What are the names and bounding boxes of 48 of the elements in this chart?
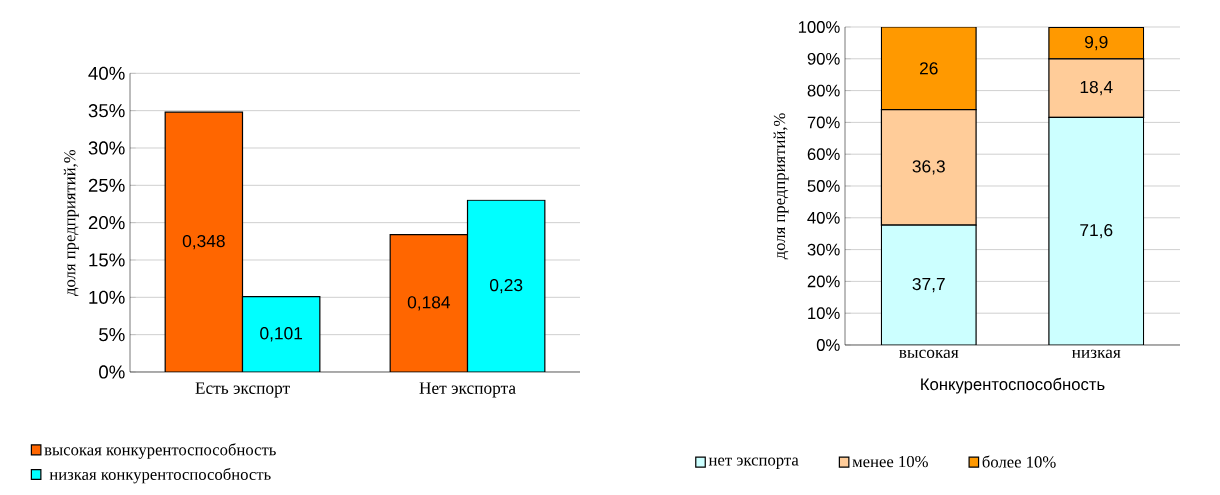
y-tick-label: 90% — [807, 52, 840, 65]
data-label: 36,3 — [912, 160, 945, 175]
legend-label: высокая конкурентоспособность — [44, 443, 276, 459]
x-tick-label: низкая — [1071, 349, 1121, 359]
y-tick-label: 0% — [99, 365, 125, 379]
y-tick-label: 60% — [807, 148, 840, 161]
y-tick-label: 10% — [808, 307, 840, 320]
y-tick-label: 40% — [807, 211, 840, 224]
y-tick-label: 70% — [807, 116, 840, 129]
x-tick-label: Есть экспорт — [195, 382, 290, 398]
y-tick-label: 30% — [88, 141, 125, 155]
y-tick-label: 30% — [807, 243, 840, 256]
y-tick-label: 20% — [88, 216, 125, 230]
y-tick-label: 10% — [89, 290, 125, 304]
bar — [164, 111, 244, 372]
bar — [241, 295, 321, 372]
x-axis-title: Конкурентоспособность — [921, 377, 1105, 394]
y-tick-label: 100% — [798, 21, 840, 33]
bar — [880, 26, 977, 111]
data-label: 0,23 — [489, 278, 523, 294]
data-label: 0,184 — [407, 296, 451, 311]
data-label: 37,7 — [912, 277, 945, 293]
y-tick-label: 40% — [88, 66, 125, 80]
y-tick-label: 25% — [88, 178, 125, 192]
y-axis-title: доля предприятий,% — [63, 149, 79, 296]
legend-label: низкая конкурентоспособность — [49, 467, 271, 484]
data-label: 26 — [919, 62, 938, 75]
y-tick-label: 15% — [89, 253, 125, 267]
bar — [389, 234, 469, 372]
legend-label: менее 10% — [852, 455, 928, 468]
y-tick-label: 80% — [807, 84, 840, 97]
y-tick-label: 50% — [807, 180, 840, 192]
data-label: 0,101 — [260, 327, 303, 342]
x-tick-label: Нет экспорта — [419, 382, 516, 398]
legend-label: более 10% — [982, 455, 1056, 468]
data-label: 18,4 — [1080, 80, 1113, 96]
bar — [1048, 26, 1145, 60]
legend-label: нет экспорта — [708, 457, 799, 469]
y-axis-title: доля предприятий,% — [773, 113, 789, 260]
data-label: 9,9 — [1085, 35, 1108, 51]
y-tick-label: 5% — [99, 328, 125, 342]
data-label: 71,6 — [1080, 223, 1113, 239]
y-tick-label: 35% — [88, 104, 125, 118]
data-label: 0,348 — [182, 234, 225, 250]
y-tick-label: 0% — [816, 339, 840, 351]
bar — [466, 199, 546, 372]
y-tick-label: 20% — [807, 275, 840, 288]
x-tick-label: высокая — [899, 349, 959, 359]
